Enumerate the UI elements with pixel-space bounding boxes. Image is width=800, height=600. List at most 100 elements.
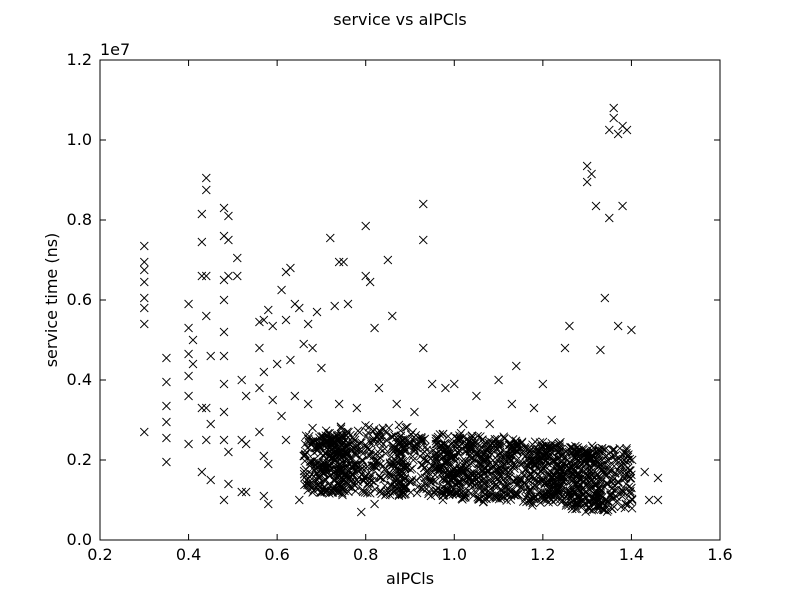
data-point bbox=[584, 497, 594, 507]
data-point bbox=[589, 493, 599, 503]
data-point bbox=[362, 431, 371, 441]
data-point bbox=[333, 469, 343, 479]
data-point bbox=[483, 443, 493, 453]
data-point bbox=[567, 462, 577, 472]
data-point bbox=[604, 213, 614, 223]
data-point bbox=[370, 485, 380, 494]
data-point bbox=[420, 473, 430, 483]
data-point bbox=[615, 461, 625, 471]
data-point bbox=[358, 485, 367, 495]
y-axis-ticks: 0.0 0.2 0.4 0.6 0.8 1.0 1.2 bbox=[67, 50, 720, 549]
data-point bbox=[499, 432, 509, 442]
data-point bbox=[438, 461, 448, 470]
x-tick-label: 1.4 bbox=[619, 545, 644, 564]
data-point bbox=[597, 446, 607, 456]
data-point bbox=[206, 475, 216, 485]
data-point bbox=[525, 450, 535, 459]
data-point bbox=[336, 422, 346, 432]
data-point bbox=[467, 442, 477, 452]
data-point bbox=[617, 488, 626, 498]
data-point bbox=[476, 445, 485, 455]
data-point bbox=[184, 349, 193, 359]
data-point bbox=[644, 495, 654, 505]
data-point bbox=[206, 351, 216, 361]
data-point bbox=[613, 129, 623, 139]
y-tick-label: 0.4 bbox=[67, 370, 92, 389]
data-point bbox=[367, 476, 377, 486]
data-point bbox=[318, 468, 328, 478]
data-point bbox=[455, 465, 464, 474]
data-point bbox=[507, 399, 517, 409]
data-point bbox=[281, 435, 291, 445]
data-point bbox=[369, 427, 378, 436]
data-point bbox=[569, 496, 578, 506]
y-tick-label: 1.0 bbox=[67, 130, 92, 149]
data-point bbox=[527, 501, 537, 510]
data-point bbox=[323, 466, 332, 476]
data-point bbox=[255, 317, 264, 327]
data-point bbox=[352, 403, 362, 413]
data-point bbox=[373, 432, 382, 442]
data-point bbox=[277, 411, 286, 421]
data-point bbox=[467, 438, 477, 448]
data-point bbox=[616, 502, 626, 512]
data-point bbox=[609, 103, 619, 113]
data-point bbox=[416, 483, 426, 493]
data-point bbox=[327, 445, 337, 455]
data-point bbox=[565, 321, 574, 331]
data-point bbox=[621, 479, 631, 489]
data-point bbox=[311, 463, 320, 473]
data-point bbox=[321, 449, 330, 459]
data-point bbox=[394, 435, 404, 445]
x-tick-label: 0.4 bbox=[176, 545, 201, 564]
data-point bbox=[344, 479, 354, 488]
data-point bbox=[567, 504, 577, 514]
data-point bbox=[493, 492, 502, 502]
data-point bbox=[429, 487, 439, 496]
data-point bbox=[365, 489, 375, 498]
data-point bbox=[184, 391, 193, 401]
data-point bbox=[622, 457, 631, 467]
data-point bbox=[184, 371, 193, 381]
data-point bbox=[416, 460, 426, 470]
data-point bbox=[453, 449, 463, 458]
data-point bbox=[310, 465, 319, 475]
data-point bbox=[545, 482, 555, 492]
data-point bbox=[392, 399, 402, 409]
data-point bbox=[409, 455, 418, 465]
data-point bbox=[485, 491, 495, 500]
data-point bbox=[400, 473, 410, 483]
data-point bbox=[537, 448, 547, 458]
data-point bbox=[604, 456, 614, 465]
data-point bbox=[461, 456, 470, 466]
data-point bbox=[396, 485, 406, 494]
data-point bbox=[201, 271, 211, 281]
data-point bbox=[596, 461, 605, 470]
data-point bbox=[502, 476, 512, 485]
data-point bbox=[653, 473, 663, 483]
data-point bbox=[589, 494, 599, 504]
data-point bbox=[365, 471, 375, 481]
y-tick-label: 0.8 bbox=[67, 210, 92, 229]
data-point bbox=[418, 436, 428, 445]
data-point bbox=[515, 475, 524, 485]
data-point bbox=[458, 419, 468, 429]
data-point bbox=[303, 480, 312, 490]
data-point bbox=[464, 451, 474, 461]
data-point bbox=[548, 497, 558, 507]
data-point bbox=[321, 431, 331, 440]
x-axis-label: aIPCls bbox=[386, 569, 434, 588]
data-point bbox=[507, 450, 517, 459]
data-point bbox=[386, 471, 396, 481]
data-point bbox=[334, 257, 344, 267]
data-point bbox=[441, 474, 451, 484]
data-point bbox=[545, 460, 555, 470]
data-point bbox=[626, 473, 636, 483]
data-point bbox=[459, 475, 469, 485]
data-point bbox=[409, 447, 419, 456]
data-point bbox=[431, 476, 440, 486]
data-point bbox=[579, 448, 589, 458]
data-point bbox=[481, 453, 491, 462]
x-axis-ticks: 0.2 0.4 0.6 0.8 1.0 1.2 1.4 1.6 bbox=[87, 60, 733, 564]
